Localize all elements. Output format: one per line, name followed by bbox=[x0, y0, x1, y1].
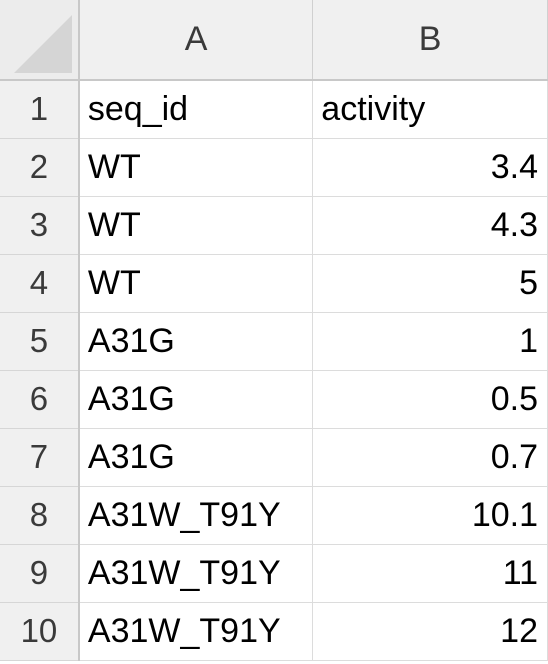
column-header-row: A B bbox=[0, 0, 548, 81]
cell-b3[interactable]: 4.3 bbox=[312, 196, 548, 255]
cell-a4[interactable]: WT bbox=[78, 254, 314, 313]
row-header[interactable]: 9 bbox=[0, 544, 80, 603]
cell-a1[interactable]: seq_id bbox=[78, 80, 314, 139]
cell-a2[interactable]: WT bbox=[78, 138, 314, 197]
column-header-a[interactable]: A bbox=[78, 0, 314, 81]
cell-b5[interactable]: 1 bbox=[312, 312, 548, 371]
cell-a7[interactable]: A31G bbox=[78, 428, 314, 487]
row-header[interactable]: 7 bbox=[0, 428, 80, 487]
column-header-b[interactable]: B bbox=[312, 0, 548, 81]
cell-a9[interactable]: A31W_T91Y bbox=[78, 544, 314, 603]
table-row: 4 WT 5 bbox=[0, 254, 548, 313]
table-row: 8 A31W_T91Y 10.1 bbox=[0, 486, 548, 545]
cell-b1[interactable]: activity bbox=[312, 80, 548, 139]
table-row: 1 seq_id activity bbox=[0, 80, 548, 139]
cell-b8[interactable]: 10.1 bbox=[312, 486, 548, 545]
cell-a10[interactable]: A31W_T91Y bbox=[78, 602, 314, 661]
cell-a5[interactable]: A31G bbox=[78, 312, 314, 371]
cell-a3[interactable]: WT bbox=[78, 196, 314, 255]
row-header[interactable]: 8 bbox=[0, 486, 80, 545]
row-header[interactable]: 2 bbox=[0, 138, 80, 197]
cell-b10[interactable]: 12 bbox=[312, 602, 548, 661]
cell-b2[interactable]: 3.4 bbox=[312, 138, 548, 197]
cell-b4[interactable]: 5 bbox=[312, 254, 548, 313]
table-row: 6 A31G 0.5 bbox=[0, 370, 548, 429]
select-all-corner[interactable] bbox=[0, 0, 80, 81]
table-row: 5 A31G 1 bbox=[0, 312, 548, 371]
cell-b9[interactable]: 11 bbox=[312, 544, 548, 603]
cell-a8[interactable]: A31W_T91Y bbox=[78, 486, 314, 545]
cell-a6[interactable]: A31G bbox=[78, 370, 314, 429]
table-row: 9 A31W_T91Y 11 bbox=[0, 544, 548, 603]
cell-b6[interactable]: 0.5 bbox=[312, 370, 548, 429]
row-header[interactable]: 6 bbox=[0, 370, 80, 429]
row-header[interactable]: 4 bbox=[0, 254, 80, 313]
table-row: 3 WT 4.3 bbox=[0, 196, 548, 255]
row-header[interactable]: 10 bbox=[0, 602, 80, 661]
table-row: 10 A31W_T91Y 12 bbox=[0, 602, 548, 661]
select-all-triangle-icon bbox=[13, 15, 72, 73]
cell-b7[interactable]: 0.7 bbox=[312, 428, 548, 487]
table-row: 2 WT 3.4 bbox=[0, 138, 548, 197]
row-header[interactable]: 5 bbox=[0, 312, 80, 371]
row-header[interactable]: 3 bbox=[0, 196, 80, 255]
row-header[interactable]: 1 bbox=[0, 80, 80, 139]
table-row: 7 A31G 0.7 bbox=[0, 428, 548, 487]
